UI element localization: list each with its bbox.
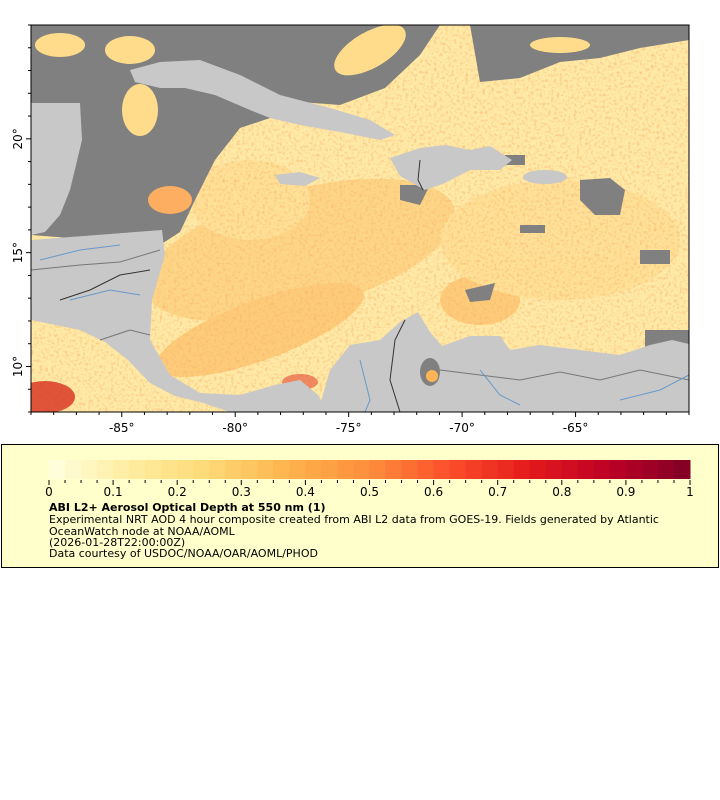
colorbar-tick-label: 0.5 <box>360 485 379 499</box>
puerto-rico <box>523 170 567 184</box>
legend-panel: 0 0.1 0.2 0.3 0.4 0.5 0.6 0.7 0.8 0.9 1 ABI L2+ Ae… <box>1 444 719 568</box>
colorbar-cell <box>673 460 691 479</box>
colorbar-cell <box>177 460 194 479</box>
colorbar-cell <box>561 460 579 479</box>
map-axes: -85° -80° -75° -70° -65° 20° 15° 10° <box>11 24 690 435</box>
colorbar-cell <box>353 460 370 479</box>
colorbar-cell <box>65 460 82 479</box>
colorbar-tick-label: 1 <box>686 485 694 499</box>
legend-credit: Data courtesy of USDOC/NOAA/OAR/AOML/PHO… <box>49 547 318 560</box>
colorbar-cell <box>81 460 98 479</box>
colorbar-tick-label: 0.3 <box>232 485 251 499</box>
colorbar-cell <box>97 460 114 479</box>
colorbar-cell <box>449 460 467 479</box>
lon-tick-label: -70° <box>449 421 475 435</box>
colorbar-cell <box>321 460 338 479</box>
lat-tick-label: 10° <box>11 356 25 377</box>
map-plot-area <box>31 25 689 412</box>
colorbar-cell <box>369 460 387 479</box>
colorbar-cell <box>145 460 162 479</box>
colorbar-cell <box>497 460 515 479</box>
colorbar-tick-label: 0.8 <box>552 485 571 499</box>
colorbar-cell <box>641 460 659 479</box>
colorbar-tick-label: 0.1 <box>104 485 123 499</box>
plot-frame <box>30 24 690 413</box>
legend-time: (2026-01-28T22:00:00Z) <box>49 536 186 549</box>
colorbar-tick-label: 0.6 <box>424 485 443 499</box>
colorbar-cell <box>161 460 178 479</box>
colorbar-cell <box>273 460 290 479</box>
jamaica <box>275 172 320 186</box>
colorbar-cell <box>417 460 435 479</box>
lon-tick-label: -80° <box>222 421 248 435</box>
colorbar-cell <box>465 460 483 479</box>
colorbar-cell <box>113 460 130 479</box>
lon-tick-label: -75° <box>336 421 362 435</box>
rivers <box>39 244 689 412</box>
cuba <box>130 60 395 140</box>
colorbar: 0 0.1 0.2 0.3 0.4 0.5 0.6 0.7 0.8 0.9 1 <box>45 460 694 499</box>
south-america <box>318 312 689 412</box>
colorbar-cell <box>401 460 419 479</box>
lon-tick-label: -85° <box>109 421 135 435</box>
lat-tick-label: 15° <box>11 242 25 263</box>
colorbar-cell <box>241 460 258 479</box>
colorbar-cell <box>193 460 210 479</box>
central-america <box>31 230 328 412</box>
colorbar-cell <box>529 460 547 479</box>
land <box>31 60 689 412</box>
colorbar-cell <box>513 460 531 479</box>
high-aod-patch <box>31 381 75 412</box>
colorbar-cell <box>593 460 611 479</box>
colorbar-cell <box>481 460 499 479</box>
map-figure: -85° -80° -75° -70° -65° 20° 15° 10° <box>11 24 690 435</box>
colorbar-cell <box>257 460 274 479</box>
colorbar-cell <box>545 460 563 479</box>
colorbar-tick-label: 0.2 <box>168 485 187 499</box>
lon-tick-label: -65° <box>563 421 589 435</box>
colorbar-tick-label: 0.4 <box>296 485 315 499</box>
yucatan <box>31 103 82 235</box>
colorbar-cell <box>385 460 403 479</box>
aerosol-in-cloud-gaps <box>35 25 590 214</box>
colorbar-tick-label: 0 <box>45 485 53 499</box>
legend-title: ABI L2+ Aerosol Optical Depth at 550 nm … <box>49 501 326 514</box>
colorbar-cell <box>289 460 306 479</box>
colorbar-cell <box>129 460 146 479</box>
legend-description: Experimental NRT AOD 4 hour composite cr… <box>49 513 659 538</box>
colorbar-cell <box>609 460 627 479</box>
colorbar-cell <box>625 460 643 479</box>
colorbar-cell <box>209 460 226 479</box>
country-borders <box>31 159 689 412</box>
hispaniola <box>390 145 512 190</box>
colorbar-tick-label: 0.9 <box>616 485 635 499</box>
colorbar-cell <box>225 460 242 479</box>
lat-tick-label: 20° <box>11 128 25 149</box>
colorbar-tick-label: 0.7 <box>488 485 507 499</box>
colorbar-cell <box>433 460 451 479</box>
colorbar-cell <box>305 460 322 479</box>
colorbar-cell <box>337 460 354 479</box>
colorbar-cell <box>577 460 595 479</box>
colorbar-cell <box>49 460 66 479</box>
colorbar-cell <box>657 460 675 479</box>
